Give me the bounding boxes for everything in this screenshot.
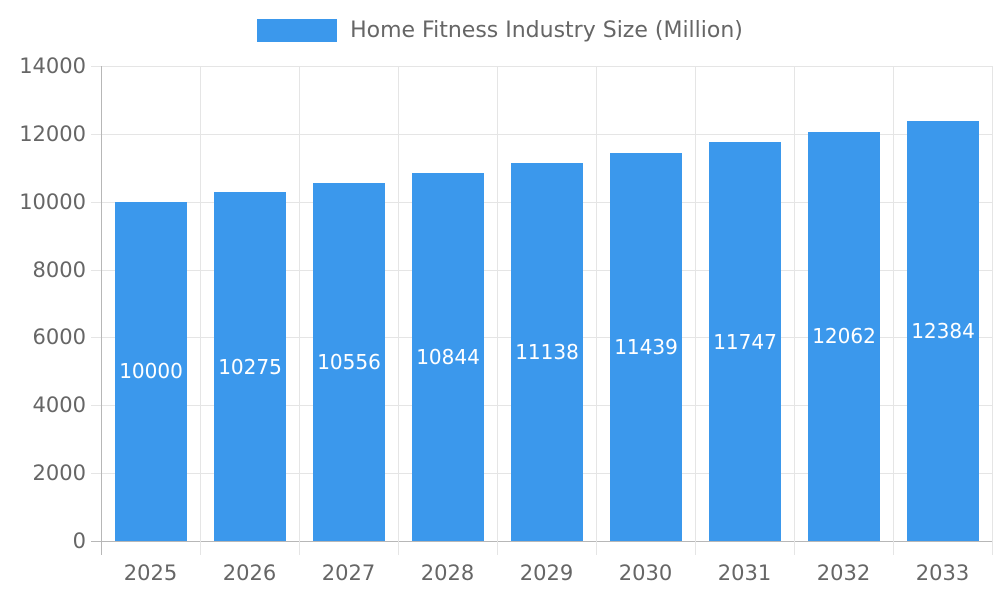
gridline-vertical [992,66,993,555]
bar-value-label: 11747 [713,330,777,354]
bar-value-label: 10000 [119,359,183,383]
legend-swatch [257,19,338,42]
gridline-horizontal [91,134,992,135]
y-tick-label: 2000 [32,461,86,485]
y-tick-label: 6000 [32,325,86,349]
x-axis-line [91,541,992,542]
bar[interactable] [313,183,385,541]
bar[interactable] [115,202,187,541]
gridline-vertical [200,66,201,555]
y-tick-label: 14000 [19,54,86,78]
bar-value-label: 10844 [416,345,480,369]
x-tick-label: 2031 [717,561,772,585]
gridline-vertical [695,66,696,555]
y-tick-label: 8000 [32,258,86,282]
x-tick-label: 2026 [222,561,277,585]
bar-value-label: 12062 [812,324,876,348]
gridline-horizontal [91,66,992,67]
bar-value-label: 10275 [218,355,282,379]
gridline-vertical [794,66,795,555]
y-axis-line [101,66,102,555]
x-tick-label: 2028 [420,561,475,585]
y-tick-label: 10000 [19,190,86,214]
x-tick-label: 2033 [915,561,970,585]
gridline-vertical [299,66,300,555]
x-tick-label: 2025 [123,561,178,585]
x-tick-label: 2027 [321,561,376,585]
x-tick-label: 2029 [519,561,574,585]
bar-value-label: 11138 [515,340,579,364]
bar[interactable] [511,163,583,541]
legend-label: Home Fitness Industry Size (Million) [350,18,743,43]
bar[interactable] [709,142,781,541]
bar[interactable] [214,192,286,541]
gridline-vertical [497,66,498,555]
x-tick-label: 2032 [816,561,871,585]
bar-value-label: 10556 [317,350,381,374]
y-tick-label: 0 [72,529,86,553]
y-tick-label: 4000 [32,393,86,417]
gridline-vertical [596,66,597,555]
bar-value-label: 11439 [614,335,678,359]
bar-value-label: 12384 [911,319,975,343]
bar[interactable] [412,173,484,541]
gridline-vertical [398,66,399,555]
gridline-vertical [893,66,894,555]
y-tick-label: 12000 [19,122,86,146]
bar[interactable] [907,121,979,541]
legend-item[interactable]: Home Fitness Industry Size (Million) [0,18,1000,43]
bar[interactable] [808,132,880,541]
x-tick-label: 2030 [618,561,673,585]
bar[interactable] [610,153,682,541]
